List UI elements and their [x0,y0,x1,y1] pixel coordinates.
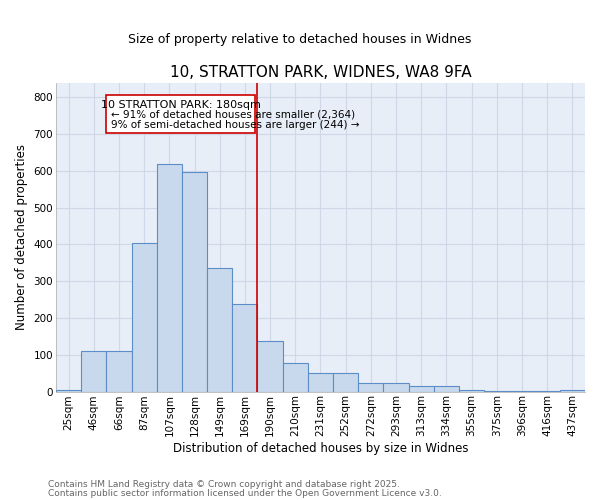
Bar [81,351,106,392]
Bar [56,390,81,392]
Bar [308,373,333,392]
Bar [484,391,509,392]
Bar [333,373,358,392]
Text: Contains public sector information licensed under the Open Government Licence v3: Contains public sector information licen… [48,488,442,498]
Text: 10 STRATTON PARK: 180sqm: 10 STRATTON PARK: 180sqm [101,100,260,110]
Text: Contains HM Land Registry data © Crown copyright and database right 2025.: Contains HM Land Registry data © Crown c… [48,480,400,489]
X-axis label: Distribution of detached houses by size in Widnes: Distribution of detached houses by size … [173,442,468,455]
Text: ← 91% of detached houses are smaller (2,364): ← 91% of detached houses are smaller (2,… [112,110,356,120]
Bar [131,244,157,392]
Bar [409,386,434,392]
FancyBboxPatch shape [106,96,255,134]
Bar [283,363,308,392]
Bar [509,391,535,392]
Text: Size of property relative to detached houses in Widnes: Size of property relative to detached ho… [128,32,472,46]
Text: 9% of semi-detached houses are larger (244) →: 9% of semi-detached houses are larger (2… [112,120,360,130]
Bar [434,386,459,392]
Bar [157,164,182,392]
Title: 10, STRATTON PARK, WIDNES, WA8 9FA: 10, STRATTON PARK, WIDNES, WA8 9FA [170,65,471,80]
Bar [207,268,232,392]
Bar [257,341,283,392]
Y-axis label: Number of detached properties: Number of detached properties [15,144,28,330]
Bar [560,390,585,392]
Bar [459,390,484,392]
Bar [535,391,560,392]
Bar [182,172,207,392]
Bar [358,382,383,392]
Bar [383,382,409,392]
Bar [106,351,131,392]
Bar [232,304,257,392]
